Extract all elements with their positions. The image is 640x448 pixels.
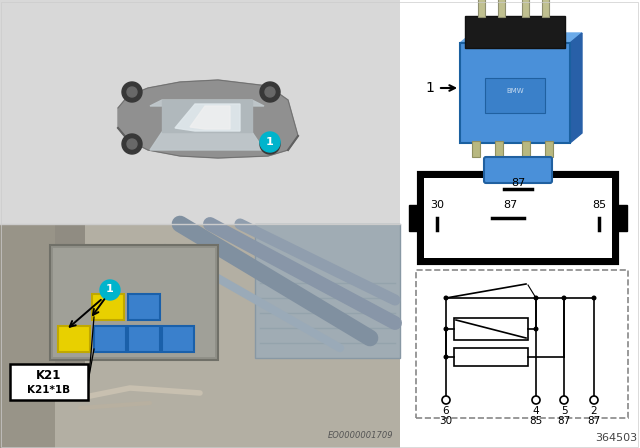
Circle shape [534,327,538,332]
Bar [58,326,90,352]
Text: 5: 5 [561,406,567,416]
Bar [409,205,421,231]
Bar [454,348,528,366]
Circle shape [265,139,275,149]
Circle shape [444,327,449,332]
Bar [92,294,124,320]
Text: 87: 87 [557,416,571,426]
Text: 87: 87 [588,416,600,426]
Bar [545,141,553,157]
Polygon shape [190,106,230,129]
Bar [94,326,126,352]
Circle shape [122,82,142,102]
Text: 30: 30 [440,416,452,426]
Circle shape [534,296,538,301]
Polygon shape [118,80,298,158]
Circle shape [444,296,449,301]
Circle shape [591,296,596,301]
Bar [128,294,160,320]
Bar [472,141,480,157]
Text: K21*1B: K21*1B [28,385,70,395]
Circle shape [532,396,540,404]
Polygon shape [460,33,582,43]
Bar [615,205,627,231]
Text: 1: 1 [106,284,114,294]
Circle shape [100,280,120,300]
Bar [542,0,549,17]
Bar [522,0,529,17]
Text: 2: 2 [591,406,597,416]
Bar [10,364,88,400]
Polygon shape [150,100,264,106]
Circle shape [260,134,280,154]
Bar [406,0,638,170]
Bar [424,178,612,258]
Bar [255,224,400,358]
Text: 364503: 364503 [595,433,637,443]
Bar [128,326,160,352]
Text: 85: 85 [529,416,543,426]
Text: 6: 6 [443,406,449,416]
Polygon shape [175,104,240,131]
Bar [416,270,628,418]
FancyBboxPatch shape [484,157,552,183]
Circle shape [127,139,137,149]
Bar [478,0,485,17]
Bar [419,173,617,263]
Text: K21: K21 [36,369,61,382]
Text: BMW: BMW [506,88,524,94]
Circle shape [561,296,566,301]
Bar [465,16,565,48]
Bar [55,224,85,388]
Bar [53,248,215,357]
Bar [0,224,400,448]
Text: 87: 87 [511,178,525,188]
Bar [50,245,218,360]
Bar [162,326,194,352]
Circle shape [122,134,142,154]
Text: 85: 85 [592,200,606,210]
Bar [460,43,570,143]
Text: EO0000001709: EO0000001709 [328,431,393,440]
Circle shape [265,87,275,97]
Circle shape [590,396,598,404]
Circle shape [127,87,137,97]
Polygon shape [162,100,252,132]
Bar [485,78,545,113]
Text: 30: 30 [430,200,444,210]
Circle shape [444,354,449,359]
Polygon shape [150,132,264,150]
Bar [0,224,400,448]
Bar [0,0,400,224]
Text: 1: 1 [266,137,274,146]
Text: 1: 1 [425,81,434,95]
Bar [454,318,528,340]
Bar [522,141,530,157]
Polygon shape [570,33,582,143]
Circle shape [260,82,280,102]
Bar [0,224,55,448]
Text: 87: 87 [503,200,517,210]
Circle shape [260,132,280,152]
Circle shape [560,396,568,404]
Bar [498,0,505,17]
Bar [495,141,503,157]
Text: 4: 4 [532,406,540,416]
Circle shape [442,396,450,404]
